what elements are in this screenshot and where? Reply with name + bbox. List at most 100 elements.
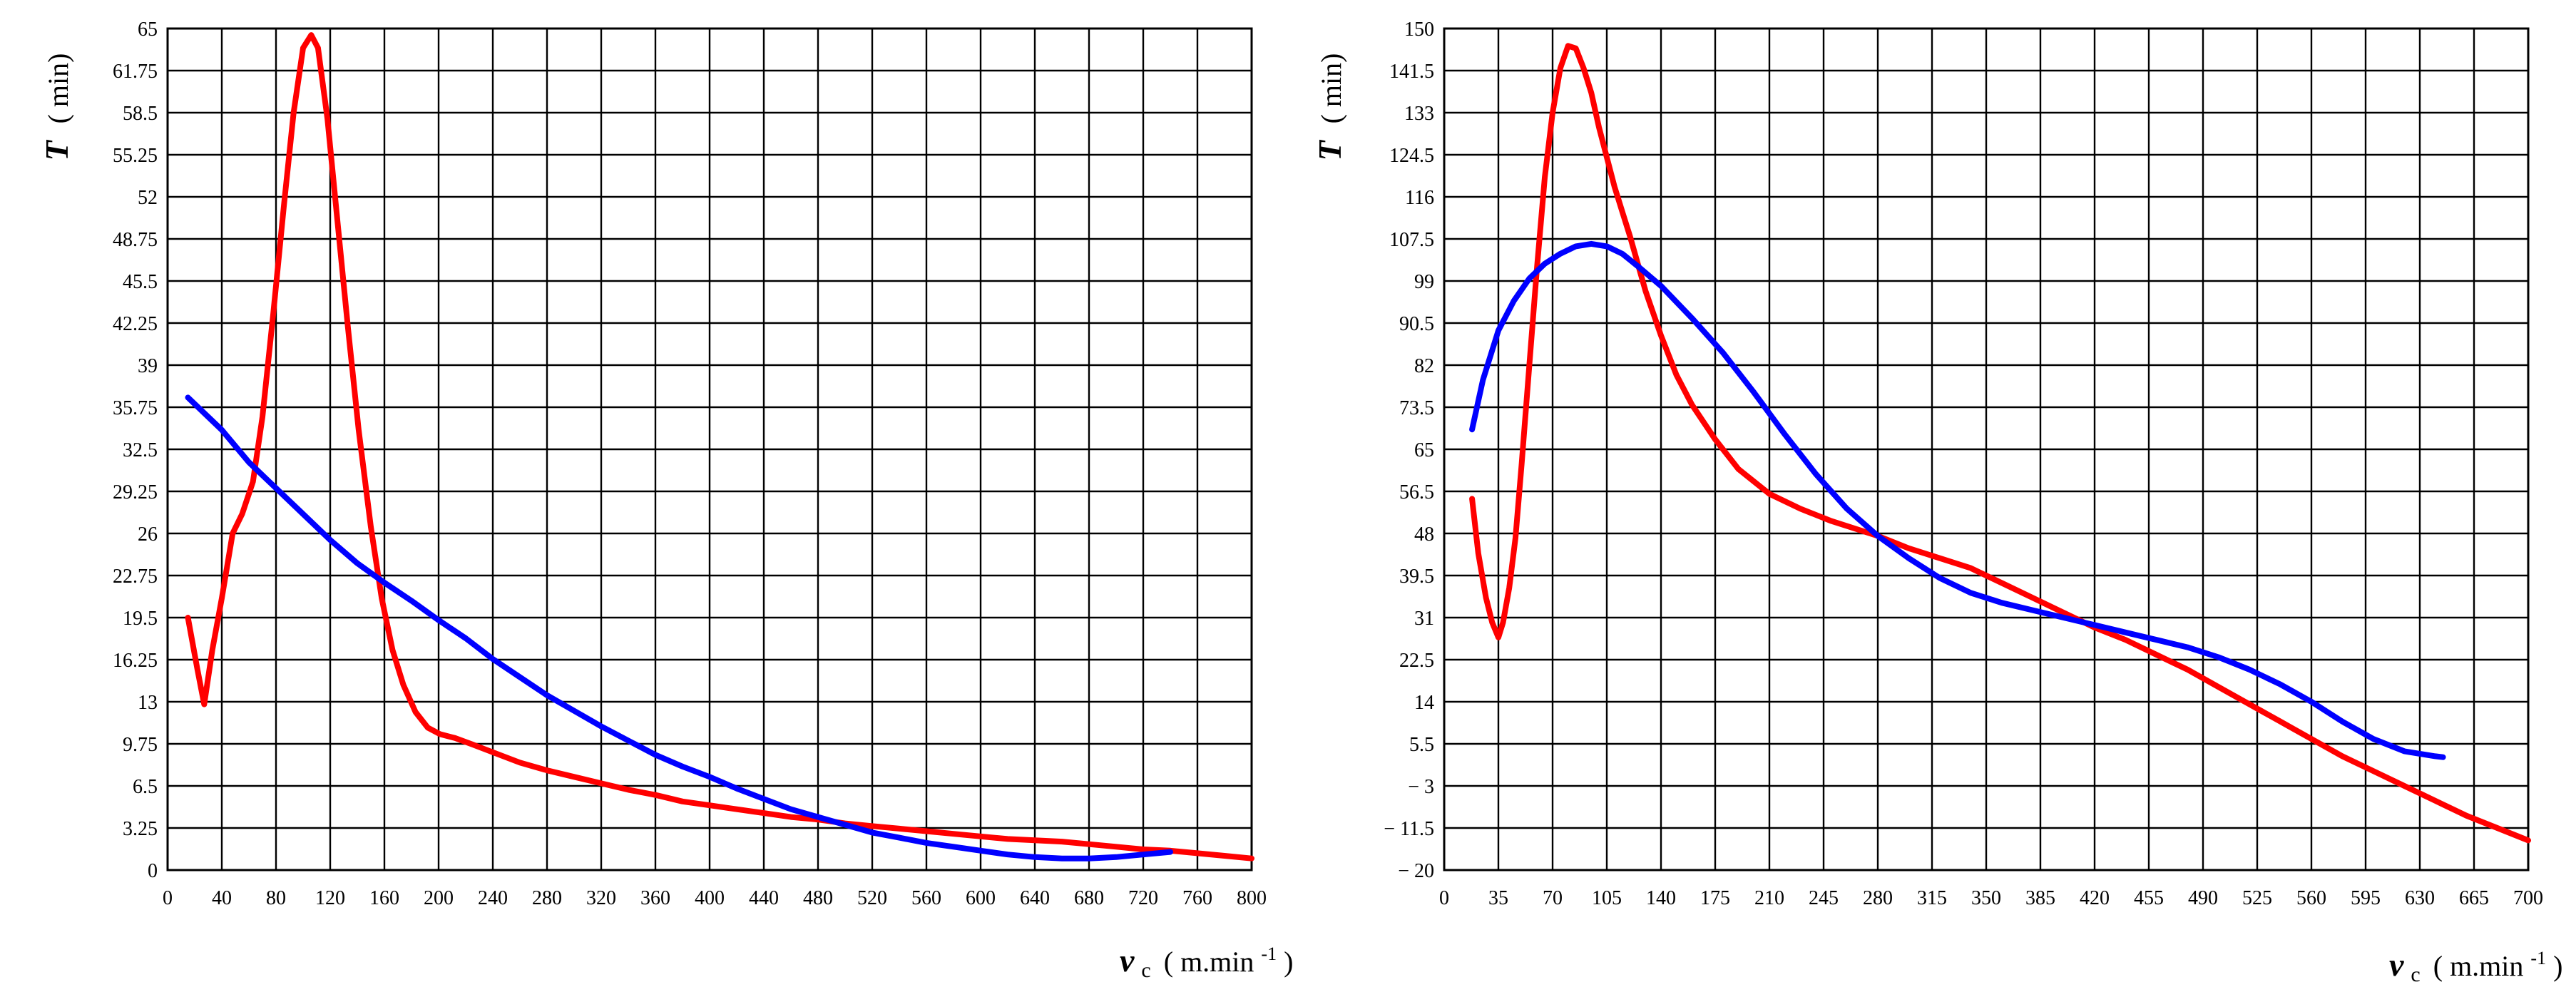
- chart-right-ytick-label-15: 107.5: [1389, 229, 1434, 251]
- chart-left-xtick-label-1: 40: [212, 887, 232, 909]
- chart-left-grid: [166, 27, 1253, 871]
- chart-left-xtick-label-3: 120: [315, 887, 345, 909]
- chart-right-xtick-label-1: 35: [1488, 887, 1508, 909]
- chart-left-ytick-label-3: 9.75: [123, 734, 158, 756]
- chart-left-ytick-label-13: 42.25: [113, 313, 158, 335]
- chart-left-xlabel: v: [1120, 942, 1135, 978]
- chart-left-ytick-label-15: 48.75: [113, 229, 158, 251]
- chart-left-xtick-label-11: 440: [749, 887, 779, 909]
- chart-left: 0 3.25 6.5 9.75 13 16.25 19.5 22.75 26 29.25 32.5 3…: [39, 19, 1293, 983]
- chart-left-ytick-label-4: 13: [138, 692, 158, 714]
- chart-right-xlabel: v: [2389, 946, 2404, 983]
- chart-right-xtick-label-14: 490: [2188, 887, 2218, 909]
- chart-left-ytick-label-0: 0: [148, 860, 158, 882]
- chart-left-ytick-label-12: 39: [138, 355, 158, 377]
- chart-left-x-axis-title: v c ( m.min -1 ): [1120, 934, 1293, 983]
- chart-right-xtick-label-16: 560: [2296, 887, 2326, 909]
- chart-left-ytick-label-10: 32.5: [123, 439, 158, 461]
- chart-right-grid: [1443, 27, 2530, 871]
- chart-right-ytick-label-11: 73.5: [1399, 397, 1434, 419]
- chart-left-xtick-label-20: 800: [1237, 887, 1267, 909]
- chart-left-xtick-label-10: 400: [695, 887, 725, 909]
- chart-left-ytick-label-16: 52: [138, 187, 158, 209]
- chart-left-xtick-label-13: 520: [857, 887, 887, 909]
- chart-right-xtick-label-4: 140: [1646, 887, 1676, 909]
- chart-left-y-axis-title: T ( min): [39, 53, 75, 161]
- chart-left-xtick-label-16: 640: [1020, 887, 1050, 909]
- chart-right-xlabel-unit-close: ): [2553, 950, 2562, 982]
- chart-right-xtick-label-13: 455: [2134, 887, 2164, 909]
- chart-right-y-axis-title: T ( min): [1312, 53, 1348, 161]
- chart-left-ylabel-unit: ( min): [42, 53, 74, 124]
- chart-left-xtick-label-9: 360: [640, 887, 670, 909]
- chart-left-xtick-label-18: 720: [1128, 887, 1158, 909]
- chart-right-ytick-label-8: 48: [1414, 523, 1434, 546]
- chart-left-xtick-label-15: 600: [966, 887, 996, 909]
- chart-right-xtick-label-11: 385: [2025, 887, 2055, 909]
- chart-right-series-red: [1469, 43, 2531, 844]
- chart-left-ytick-label-1: 3.25: [123, 818, 158, 840]
- chart-right-xtick-label-15: 525: [2242, 887, 2272, 909]
- chart-left-xlabel-sub: c: [1141, 958, 1150, 982]
- chart-right-xtick-label-7: 245: [1809, 887, 1839, 909]
- chart-left-ytick-label-19: 61.75: [113, 61, 158, 83]
- chart-left-ytick-label-5: 16.25: [113, 650, 158, 672]
- chart-left-series-blue: [185, 394, 1173, 862]
- chart-left-xlabel-unit-close: ): [1284, 946, 1293, 978]
- chart-right-x-axis-title: v c ( m.min -1 ): [2389, 939, 2562, 988]
- chart-left-ytick-label-9: 29.25: [113, 481, 158, 503]
- chart-right-ytick-label-4: 14: [1414, 692, 1434, 714]
- chart-right-ytick-label-0: − 20: [1398, 860, 1434, 882]
- chart-left-xtick-label-6: 240: [478, 887, 508, 909]
- chart-left-ytick-label-2: 6.5: [133, 776, 158, 798]
- chart-left-xtick-labels: 0 40 80 120 160 200 240 280 320 360 400 440 480 520 56…: [163, 887, 1267, 909]
- chart-right-xtick-label-6: 210: [1754, 887, 1784, 909]
- chart-right-xtick-label-0: 0: [1439, 887, 1449, 909]
- chart-right-xtick-label-3: 105: [1592, 887, 1622, 909]
- chart-right-xtick-label-10: 350: [1971, 887, 2001, 909]
- chart-right-xtick-label-18: 630: [2405, 887, 2435, 909]
- chart-left-xtick-label-14: 560: [911, 887, 941, 909]
- chart-right: − 20 − 11.5 − 3 5.5 14 22.5 31 39.5 48 56.5 65 73.5…: [1312, 19, 2562, 988]
- chart-left-xtick-label-5: 200: [424, 887, 454, 909]
- chart-left-frame: [166, 27, 1253, 871]
- chart-left-ytick-label-18: 58.5: [123, 103, 158, 125]
- chart-right-ytick-label-2: − 3: [1408, 776, 1434, 798]
- chart-right-xlabel-sub: c: [2411, 963, 2420, 986]
- chart-left-ytick-label-20: 65: [138, 19, 158, 41]
- chart-left-ytick-label-8: 26: [138, 523, 158, 546]
- chart-left-xlabel-unit-sup: -1: [1261, 944, 1277, 964]
- chart-right-ytick-label-3: 5.5: [1409, 734, 1434, 756]
- chart-right-xlabel-unit-open: ( m.min: [2433, 950, 2524, 982]
- chart-right-xtick-label-5: 175: [1700, 887, 1730, 909]
- chart-left-xtick-label-2: 80: [266, 887, 286, 909]
- chart-right-ytick-label-16: 116: [1405, 187, 1434, 209]
- chart-right-xtick-label-20: 700: [2513, 887, 2543, 909]
- chart-right-xtick-labels: 0 35 70 105 140 175 210 245 280 315 350 385 420 455 49…: [1439, 887, 2543, 909]
- chart-right-ytick-label-19: 141.5: [1389, 61, 1434, 83]
- chart-right-ytick-label-7: 39.5: [1399, 566, 1434, 588]
- chart-right-ytick-label-5: 22.5: [1399, 650, 1434, 672]
- chart-right-ytick-label-13: 90.5: [1399, 313, 1434, 335]
- chart-left-xtick-label-0: 0: [163, 887, 173, 909]
- chart-right-frame: [1443, 27, 2530, 871]
- chart-right-ylabel-unit: ( min): [1315, 53, 1347, 124]
- chart-left-ytick-labels: 0 3.25 6.5 9.75 13 16.25 19.5 22.75 26 29.25 32.5 3…: [113, 19, 158, 882]
- chart-left-ytick-label-17: 55.25: [113, 145, 158, 167]
- chart-right-xlabel-unit-sup: -1: [2530, 948, 2546, 968]
- chart-right-ylabel: T: [1312, 139, 1348, 160]
- chart-left-xlabel-unit-open: ( m.min: [1164, 946, 1254, 978]
- chart-left-xtick-label-19: 760: [1182, 887, 1212, 909]
- chart-right-ytick-label-6: 31: [1414, 608, 1434, 630]
- chart-right-ytick-label-17: 124.5: [1389, 145, 1434, 167]
- chart-right-ytick-label-10: 65: [1414, 439, 1434, 461]
- chart-right-ytick-labels: − 20 − 11.5 − 3 5.5 14 22.5 31 39.5 48 56.5 65 73.5…: [1384, 19, 1434, 882]
- chart-left-xtick-label-17: 680: [1074, 887, 1104, 909]
- chart-left-xtick-label-8: 320: [586, 887, 616, 909]
- chart-right-xtick-label-9: 315: [1917, 887, 1947, 909]
- chart-right-xtick-label-12: 420: [2080, 887, 2110, 909]
- chart-right-ytick-label-14: 99: [1414, 271, 1434, 293]
- chart-left-ytick-label-7: 22.75: [113, 566, 158, 588]
- chart-left-series-red: [185, 32, 1254, 862]
